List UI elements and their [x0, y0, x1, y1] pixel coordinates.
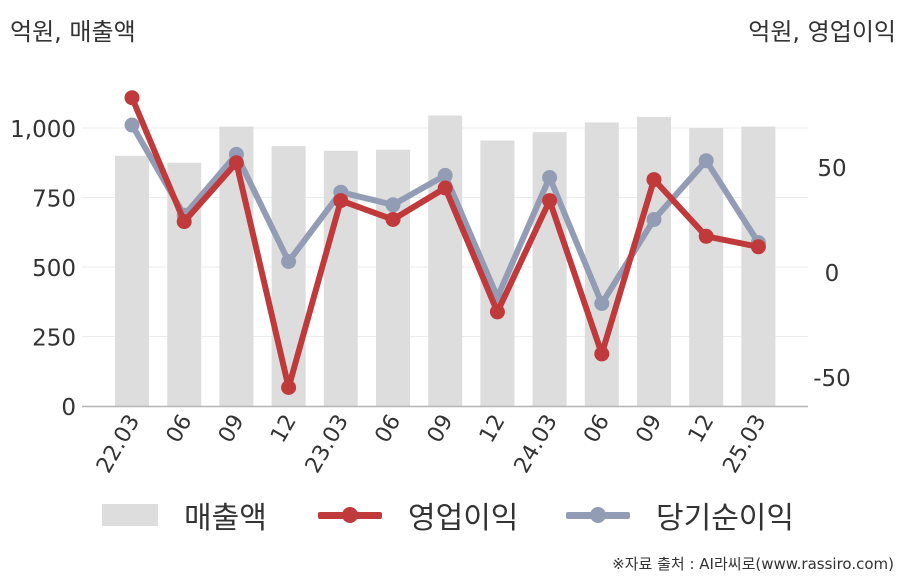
- operating-profit-point: [489, 304, 505, 320]
- revenue-bar: [376, 149, 410, 406]
- legend-item-operating-profit: 영업이익: [318, 490, 518, 540]
- x-tick-label: 12: [266, 411, 302, 448]
- legend-item-net-income: 당기순이익: [566, 490, 794, 540]
- revenue-bar: [428, 115, 463, 407]
- net-income-point: [124, 117, 140, 133]
- legend-bar-swatch: [102, 504, 158, 526]
- net-income-point: [281, 254, 297, 269]
- legend-op-swatch: [318, 504, 382, 526]
- operating-profit-point: [594, 346, 610, 362]
- x-tick-label: 22.03: [92, 411, 145, 478]
- left-tick-label: 750: [32, 187, 76, 213]
- revenue-bar: [271, 146, 306, 406]
- operating-profit-point: [542, 193, 558, 209]
- x-tick-label: 06: [579, 411, 615, 448]
- revenue-bar: [584, 122, 619, 406]
- right-tick-label: 50: [817, 156, 846, 182]
- x-tick-label: 25.03: [718, 411, 771, 478]
- operating-profit-point: [646, 172, 662, 188]
- net-income-point: [542, 170, 558, 185]
- net-income-point: [385, 197, 401, 213]
- operating-profit-point: [281, 380, 297, 395]
- x-tick-label: 24.03: [510, 411, 563, 478]
- legend-label-operating-profit: 영업이익: [408, 501, 519, 536]
- net-income-point: [646, 212, 662, 227]
- x-tick-label: 23.03: [301, 411, 354, 478]
- x-tick-label: 09: [632, 411, 668, 448]
- operating-profit-point: [228, 155, 244, 171]
- legend-label-net-income: 당기순이익: [656, 501, 794, 536]
- operating-profit-point: [698, 228, 714, 244]
- revenue-bar: [637, 116, 671, 406]
- right-axis-unit: 억원, 영업이익: [748, 18, 896, 46]
- operating-profit-point: [385, 212, 401, 227]
- operating-profit-point: [750, 239, 766, 255]
- operating-profit-point: [437, 180, 453, 196]
- x-tick-label: 09: [214, 411, 250, 448]
- x-tick-label: 12: [475, 411, 511, 448]
- legend-label-revenue: 매출액: [184, 501, 267, 536]
- left-axis-unit: 억원, 매출액: [10, 18, 136, 46]
- operating-profit-point: [333, 193, 349, 209]
- legend: 매출액 영업이익 당기순이익: [0, 490, 908, 540]
- x-tick-label: 06: [371, 411, 407, 448]
- net-income-point: [437, 167, 453, 183]
- left-tick-label: 500: [32, 256, 76, 282]
- source-note: ※자료 출처 : AI라씨로(www.rassiro.com): [612, 555, 894, 573]
- revenue-bars: [115, 115, 776, 407]
- x-tick-label: 09: [423, 411, 459, 448]
- revenue-bar: [741, 126, 776, 407]
- right-tick-label: -50: [813, 366, 851, 392]
- left-tick-label: 1,000: [10, 117, 76, 143]
- profit-lines: [124, 90, 766, 395]
- legend-item-revenue: 매출액: [102, 490, 267, 540]
- x-tick-label: 12: [684, 411, 720, 448]
- legend-net-swatch: [566, 504, 630, 526]
- right-tick-label: 0: [825, 261, 840, 287]
- x-tick-label: 06: [162, 411, 198, 448]
- revenue-bar: [115, 155, 149, 406]
- net-income-point: [594, 296, 610, 311]
- left-tick-label: 0: [61, 395, 76, 421]
- left-tick-label: 250: [32, 326, 76, 352]
- net-income-point: [698, 153, 714, 169]
- operating-profit-point: [176, 214, 192, 230]
- operating-profit-point: [124, 90, 140, 106]
